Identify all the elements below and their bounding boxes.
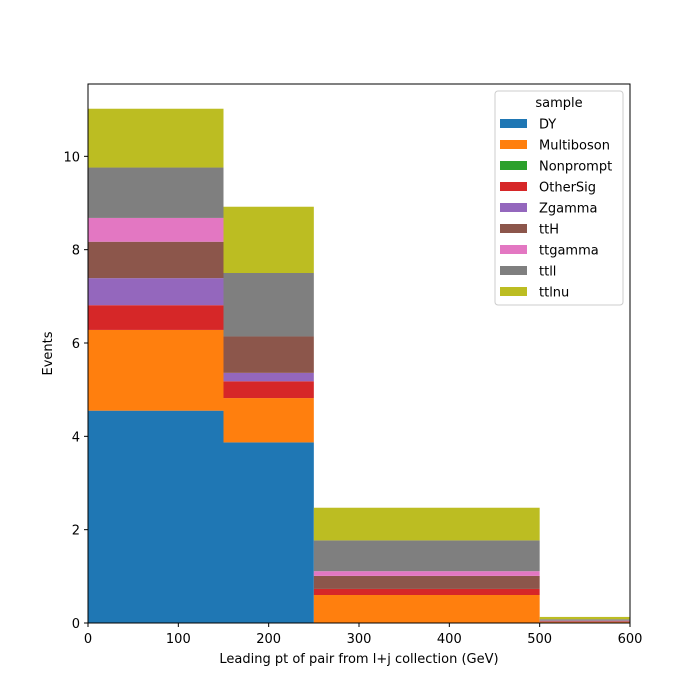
x-tick-label: 500 <box>527 632 552 647</box>
y-tick-label: 0 <box>72 617 80 632</box>
bar-multiboson-bin-1 <box>223 398 314 443</box>
bar-othersig-bin-0 <box>88 305 224 330</box>
legend-swatch-othersig <box>500 182 527 191</box>
bar-tth-bin-0 <box>88 241 224 279</box>
legend-swatch-zgamma <box>500 203 527 212</box>
bar-ttgamma-bin-2 <box>313 571 540 576</box>
bar-dy-bin-0 <box>88 410 224 623</box>
bar-ttll-bin-0 <box>88 167 224 218</box>
legend-label-ttgamma: ttgamma <box>539 244 599 259</box>
bar-ttlnu-bin-3 <box>539 616 630 620</box>
bar-ttll-bin-1 <box>223 273 314 337</box>
legend-label-zgamma: Zgamma <box>539 202 597 217</box>
bar-zgamma-bin-1 <box>223 372 314 382</box>
bar-ttlnu-bin-1 <box>223 206 314 273</box>
legend-label-othersig: OtherSig <box>539 181 596 196</box>
x-tick-label: 400 <box>437 632 462 647</box>
y-axis-label: Events <box>41 331 56 375</box>
legend-label-tth: ttH <box>539 223 559 238</box>
legend-label-multiboson: Multiboson <box>539 139 610 154</box>
legend-swatch-multiboson <box>500 140 527 149</box>
legend-label-dy: DY <box>539 118 556 133</box>
x-axis-ticks: 0 100 200 300 400 500 600 <box>84 623 643 647</box>
legend-items: DY Multiboson Nonprompt OtherSig Zgamma ttH tt… <box>500 118 612 301</box>
legend: sample DY Multiboson Nonprompt OtherSig Zgam… <box>494 90 624 306</box>
y-tick-label: 4 <box>72 430 80 445</box>
legend-title: sample <box>535 96 582 111</box>
legend-swatch-ttlnu <box>500 287 527 296</box>
bar-ttll-bin-3 <box>539 619 630 621</box>
y-axis-ticks: 0 2 4 6 8 10 <box>63 150 88 632</box>
bar-tth-bin-2 <box>313 575 540 589</box>
legend-swatch-nonprompt <box>500 161 527 170</box>
legend-swatch-tth <box>500 224 527 233</box>
y-tick-label: 10 <box>63 150 80 165</box>
bar-othersig-bin-1 <box>223 381 314 399</box>
x-tick-label: 300 <box>347 632 372 647</box>
bar-ttlnu-bin-2 <box>313 507 540 541</box>
bar-dy-bin-1 <box>223 442 314 623</box>
x-tick-label: 600 <box>618 632 643 647</box>
bar-othersig-bin-2 <box>313 588 540 595</box>
x-tick-label: 0 <box>84 632 92 647</box>
bar-multiboson-bin-0 <box>88 329 224 411</box>
y-tick-label: 8 <box>72 244 80 259</box>
legend-label-ttll: ttll <box>539 265 556 280</box>
bar-tth-bin-1 <box>223 336 314 373</box>
bar-ttlnu-bin-0 <box>88 108 224 168</box>
bar-ttgamma-bin-0 <box>88 217 224 242</box>
x-axis-label: Leading pt of pair from l+j collection (… <box>219 652 498 667</box>
y-tick-label: 6 <box>72 337 80 352</box>
bars-layer <box>88 108 630 623</box>
y-tick-label: 2 <box>72 524 80 539</box>
legend-swatch-ttll <box>500 266 527 275</box>
x-tick-label: 100 <box>166 632 191 647</box>
legend-label-nonprompt: Nonprompt <box>539 160 612 175</box>
bar-zgamma-bin-0 <box>88 278 224 306</box>
legend-label-ttlnu: ttlnu <box>539 286 569 301</box>
bar-multiboson-bin-2 <box>313 595 540 623</box>
x-tick-label: 200 <box>256 632 281 647</box>
legend-swatch-dy <box>500 119 527 128</box>
bar-ttll-bin-2 <box>313 540 540 572</box>
legend-swatch-ttgamma <box>500 245 527 254</box>
